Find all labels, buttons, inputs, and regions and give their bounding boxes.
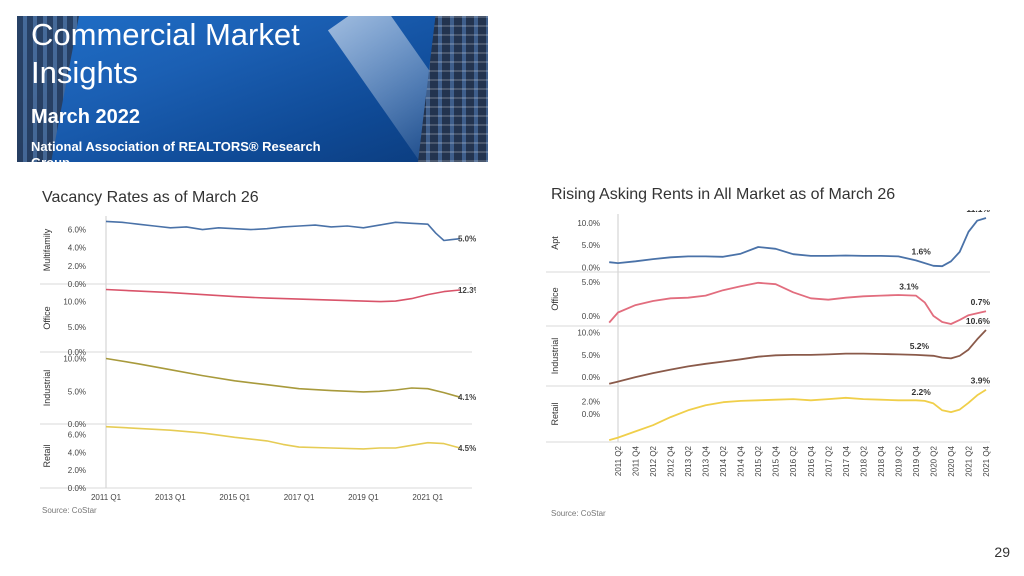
chart-vacancy-svg: Multifamily 6.0% 4.0% 2.0% 0.0% 5.0% Office 10.… xyxy=(40,216,481,502)
end-value-label: 4.5% xyxy=(458,444,476,453)
panel-label: Industrial xyxy=(42,370,52,407)
chart-title-rents: Rising Asking Rents in All Market as of … xyxy=(551,186,896,203)
x-tick-label: 2019 Q1 xyxy=(348,493,379,502)
panel-label: Industrial xyxy=(550,338,560,375)
x-tick-label: 2018 Q4 xyxy=(877,445,886,476)
chart-source-left: Source: CoStar xyxy=(42,506,97,515)
y-tick-label: 6.0% xyxy=(68,226,86,235)
y-tick-label: 2.0% xyxy=(582,398,600,407)
panel-label: Retail xyxy=(550,402,560,425)
y-tick-label: 5.0% xyxy=(68,387,86,396)
y-tick-label: 10.0% xyxy=(63,355,86,364)
series-line-apt xyxy=(609,217,987,268)
x-tick-label: 2014 Q4 xyxy=(737,445,746,476)
x-tick-label: 2011 Q4 xyxy=(632,445,641,476)
annotation-label: 2.2% xyxy=(911,387,931,397)
x-tick-label: 2019 Q4 xyxy=(912,445,921,476)
end-value-label: 12.3% xyxy=(458,286,476,295)
chart-source-right: Source: CoStar xyxy=(551,509,606,518)
x-tick-label: 2012 Q4 xyxy=(667,445,676,476)
x-tick-label: 2021 Q2 xyxy=(964,445,973,476)
y-tick-label: 0.0% xyxy=(68,484,86,493)
x-tick-label: 2017 Q2 xyxy=(824,445,833,476)
panel-label: Office xyxy=(550,287,560,310)
x-tick-label: 2016 Q4 xyxy=(807,445,816,476)
x-tick-label: 2013 Q4 xyxy=(702,445,711,476)
end-value-label: 5.0% xyxy=(458,235,476,244)
series-line-retail xyxy=(105,425,461,450)
annotation-label: 10.6% xyxy=(966,316,991,326)
annotation-label: 0.7% xyxy=(971,297,991,307)
y-tick-label: 6.0% xyxy=(68,431,86,440)
x-tick-label: 2011 Q2 xyxy=(614,445,623,476)
annotation-label: 5.2% xyxy=(910,341,930,351)
panel-label: Office xyxy=(42,306,52,329)
panel-label: Apt xyxy=(550,236,560,250)
chart-rents-svg: Apt 10.0% 5.0% 0.0% 1.6% 11.1% Office 5.0% 0.0% 3… xyxy=(546,204,991,477)
series-line-office xyxy=(105,288,461,303)
page-number: 29 xyxy=(994,544,1010,560)
banner-date: March 2022 xyxy=(31,106,140,128)
annotation-label: 11.1% xyxy=(966,210,990,214)
y-tick-label: 0.0% xyxy=(582,312,600,321)
y-tick-label: 2.0% xyxy=(68,466,86,475)
y-tick-label: 4.0% xyxy=(68,244,86,253)
x-tick-label: 2020 Q2 xyxy=(929,445,938,476)
y-tick-label: 0.0% xyxy=(582,410,600,419)
y-tick-label: 5.0% xyxy=(582,351,600,360)
annotation-label: 3.1% xyxy=(899,282,919,292)
header-banner: Commercial Market Insights March 2022 Na… xyxy=(17,16,488,162)
y-tick-label: 10.0% xyxy=(63,298,86,307)
x-tick-label: 2013 Q2 xyxy=(684,445,693,476)
series-line-industrial xyxy=(608,329,987,385)
y-tick-label: 0.0% xyxy=(68,348,86,357)
x-tick-label: 2012 Q2 xyxy=(649,445,658,476)
x-tick-label: 2019 Q2 xyxy=(894,445,903,476)
y-tick-label: 0.0% xyxy=(582,373,600,382)
x-tick-label: 2015 Q4 xyxy=(772,445,781,476)
x-tick-label: 2016 Q2 xyxy=(789,445,798,476)
chart-vacancy-rates: Multifamily 6.0% 4.0% 2.0% 0.0% 5.0% Office 10.… xyxy=(40,212,481,518)
x-tick-label: 2015 Q2 xyxy=(754,445,763,476)
x-tick-label: 2017 Q4 xyxy=(842,445,851,476)
y-tick-label: 10.0% xyxy=(577,219,600,228)
x-tick-label: 2017 Q1 xyxy=(284,493,315,502)
y-tick-label: 4.0% xyxy=(68,448,86,457)
annotation-label: 3.9% xyxy=(971,376,991,386)
panel-label: Retail xyxy=(42,444,52,467)
x-tick-label: 2021 Q1 xyxy=(412,493,443,502)
building-image-right xyxy=(418,16,488,162)
x-tick-label: 2014 Q2 xyxy=(719,445,728,476)
panel-label: Multifamily xyxy=(42,228,52,271)
y-tick-label: 5.0% xyxy=(582,278,600,287)
y-tick-label: 2.0% xyxy=(68,262,86,271)
y-tick-label: 5.0% xyxy=(582,241,600,250)
chart-asking-rents: Apt 10.0% 5.0% 0.0% 1.6% 11.1% Office 5.0% 0.0% 3… xyxy=(546,204,1004,526)
banner-org: National Association of REALTORS® Resear… xyxy=(31,139,321,162)
x-tick-label: 2015 Q1 xyxy=(219,493,250,502)
series-line-retail xyxy=(608,388,987,441)
y-tick-label: 0.0% xyxy=(582,264,600,273)
y-tick-label: 10.0% xyxy=(577,329,600,338)
x-tick-label: 2021 Q4 xyxy=(982,445,991,476)
x-tick-label: 2011 Q1 xyxy=(91,493,122,502)
x-tick-label: 2020 Q4 xyxy=(947,445,956,476)
chart-title-vacancy: Vacancy Rates as of March 26 xyxy=(42,189,259,206)
banner-title: Commercial Market Insights xyxy=(31,17,300,90)
y-tick-label: 0.0% xyxy=(68,280,86,289)
annotation-label: 1.6% xyxy=(911,246,931,256)
series-line-multifamily xyxy=(105,220,461,242)
series-line-industrial xyxy=(105,357,461,398)
series-line-office xyxy=(608,281,987,325)
y-tick-label: 0.0% xyxy=(68,420,86,429)
y-tick-label: 5.0% xyxy=(68,323,86,332)
x-tick-label: 2013 Q1 xyxy=(155,493,186,502)
x-tick-label: 2018 Q2 xyxy=(859,445,868,476)
end-value-label: 4.1% xyxy=(458,393,476,402)
